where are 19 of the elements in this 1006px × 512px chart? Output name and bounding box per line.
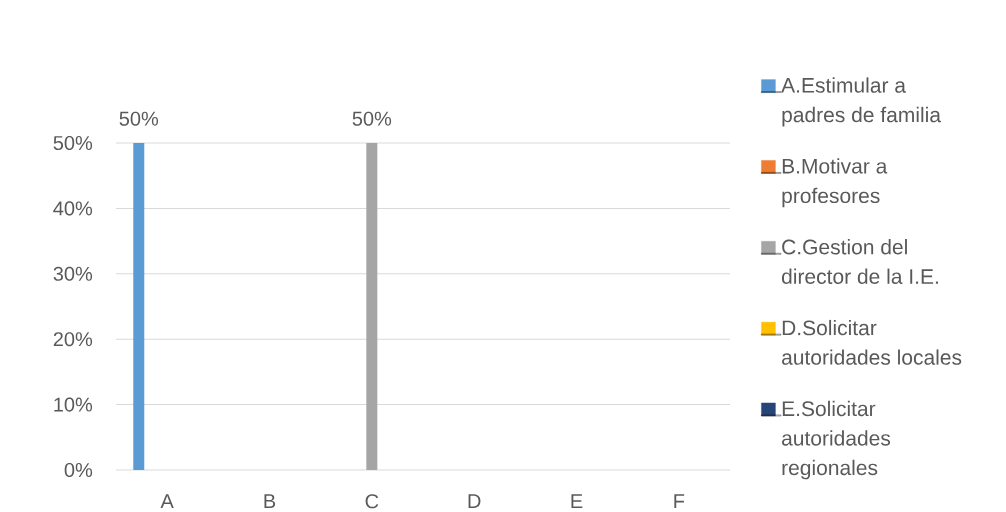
y-tick-label: 40% [53, 201, 93, 216]
x-tick-label: E [571, 494, 583, 508]
legend-label: E.Solicitar autoridades regionales [782, 400, 891, 480]
x-tick-label: A [160, 494, 174, 508]
legend-label: A.Estimular a padres de familia [781, 77, 941, 127]
x-tick-label: B [264, 494, 276, 508]
data-label: 50% [352, 111, 392, 126]
y-tick-label: 50% [53, 135, 93, 151]
y-tick-label: 30% [53, 266, 93, 281]
y-tick-label: 20% [53, 332, 93, 347]
x-tick-label: C [365, 494, 379, 509]
legend-label: C.Gestion del director de la I.E. [782, 239, 938, 284]
data-label: 50% [119, 111, 159, 126]
y-tick-label: 10% [54, 397, 93, 412]
legend-label: B.Motivar a profesores [782, 158, 888, 208]
x-tick-label: F [674, 494, 685, 508]
x-tick-label: D [468, 494, 481, 508]
legend-label: D.Solicitar autoridades locales [782, 319, 962, 365]
y-tick-label: 0% [64, 462, 93, 478]
